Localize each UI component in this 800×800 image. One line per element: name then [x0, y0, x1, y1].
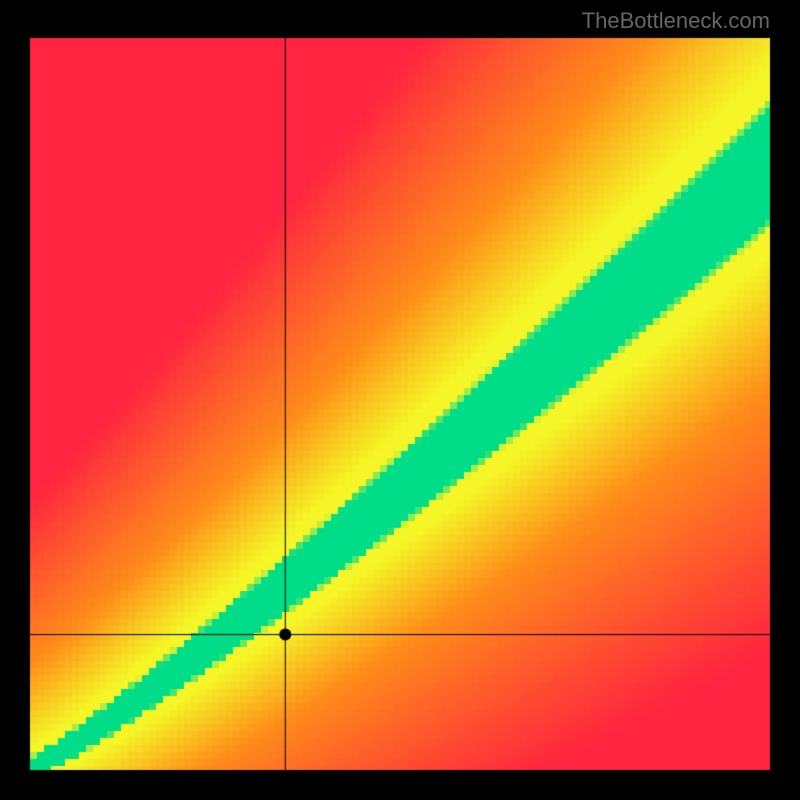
heatmap-canvas: [0, 0, 800, 800]
attribution-text: TheBottleneck.com: [582, 8, 770, 34]
chart-container: TheBottleneck.com: [0, 0, 800, 800]
